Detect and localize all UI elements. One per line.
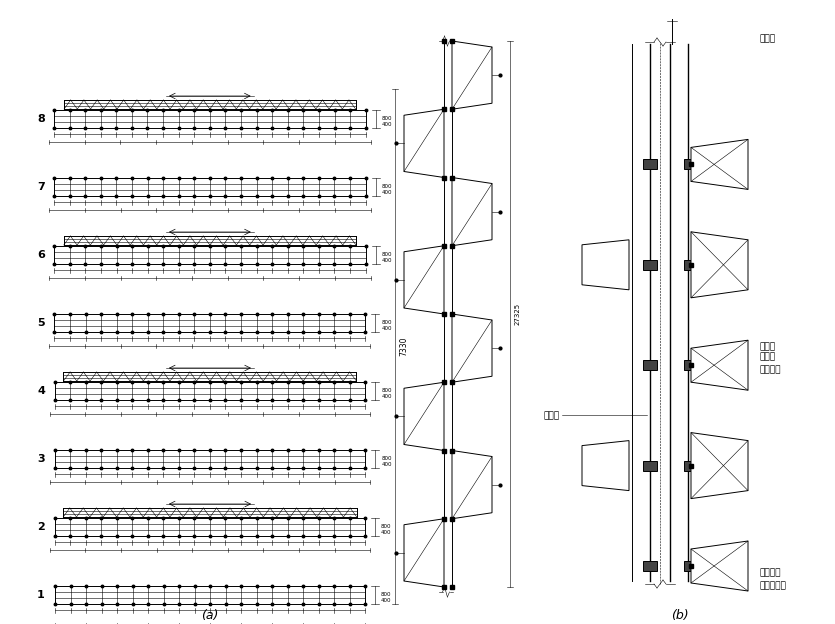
Text: 400: 400 [382, 190, 392, 195]
Text: 400: 400 [381, 530, 392, 535]
Polygon shape [404, 519, 444, 587]
Polygon shape [452, 314, 492, 383]
Text: 800: 800 [382, 117, 392, 122]
Text: 7330: 7330 [399, 337, 408, 356]
Text: 1: 1 [37, 590, 45, 600]
Text: 弹性带: 弹性带 [760, 343, 776, 352]
Polygon shape [582, 441, 629, 490]
Text: 7: 7 [37, 182, 45, 192]
Text: 27325: 27325 [515, 303, 521, 325]
Bar [684, 360, 694, 370]
Bar [643, 260, 657, 270]
Text: 6: 6 [37, 250, 45, 260]
Text: 400: 400 [382, 258, 392, 263]
Polygon shape [444, 109, 452, 177]
Polygon shape [691, 541, 748, 591]
Polygon shape [404, 109, 444, 177]
Bar [684, 561, 694, 571]
Bar [55, 450, 365, 468]
Text: 400: 400 [382, 122, 392, 127]
Text: 400: 400 [382, 326, 392, 331]
Bar [63, 372, 357, 381]
Bar [54, 110, 366, 128]
Text: 800: 800 [382, 253, 392, 258]
Text: (a): (a) [201, 610, 219, 623]
Bar [54, 382, 365, 400]
Bar [54, 246, 366, 264]
Bar [684, 159, 694, 169]
Text: 桅杆柱: 桅杆柱 [544, 411, 560, 420]
Text: 800: 800 [382, 321, 392, 326]
Text: 3: 3 [38, 454, 45, 464]
Polygon shape [691, 340, 748, 390]
Bar [643, 561, 657, 571]
Text: 400: 400 [382, 462, 392, 467]
Bar [55, 586, 365, 604]
Bar [64, 100, 356, 109]
Bar [63, 508, 357, 517]
Text: 桅杆钢平台: 桅杆钢平台 [760, 582, 787, 590]
Bar [643, 159, 657, 169]
Polygon shape [404, 383, 444, 451]
Text: 800: 800 [382, 389, 392, 394]
Text: 800: 800 [381, 525, 392, 530]
Bar [684, 461, 694, 470]
Bar [684, 260, 694, 270]
Text: 8: 8 [37, 114, 45, 124]
Polygon shape [444, 519, 452, 587]
Text: 4: 4 [37, 386, 45, 396]
Text: 导向小车: 导向小车 [760, 366, 782, 374]
Polygon shape [444, 246, 452, 314]
Text: 800: 800 [381, 593, 392, 598]
Polygon shape [444, 383, 452, 451]
Bar [54, 314, 366, 332]
Text: 800: 800 [382, 457, 392, 462]
Text: 800: 800 [382, 185, 392, 190]
Polygon shape [691, 432, 748, 499]
Bar [643, 461, 657, 470]
Polygon shape [691, 232, 748, 298]
Text: (b): (b) [671, 610, 689, 623]
Text: 2: 2 [37, 522, 45, 532]
Polygon shape [691, 139, 748, 190]
Bar [63, 236, 356, 245]
Polygon shape [404, 246, 444, 314]
Bar [643, 360, 657, 370]
Polygon shape [582, 240, 629, 290]
Polygon shape [452, 451, 492, 519]
Text: 400: 400 [382, 394, 392, 399]
Text: 5: 5 [38, 318, 45, 328]
Text: 400: 400 [381, 598, 392, 603]
Text: 提升绳: 提升绳 [760, 34, 776, 44]
Text: 限位绳: 限位绳 [760, 353, 776, 362]
Polygon shape [452, 177, 492, 246]
Bar [54, 178, 366, 196]
Text: 刚性导轨: 刚性导轨 [760, 568, 782, 577]
Polygon shape [452, 41, 492, 109]
Bar [55, 518, 365, 536]
